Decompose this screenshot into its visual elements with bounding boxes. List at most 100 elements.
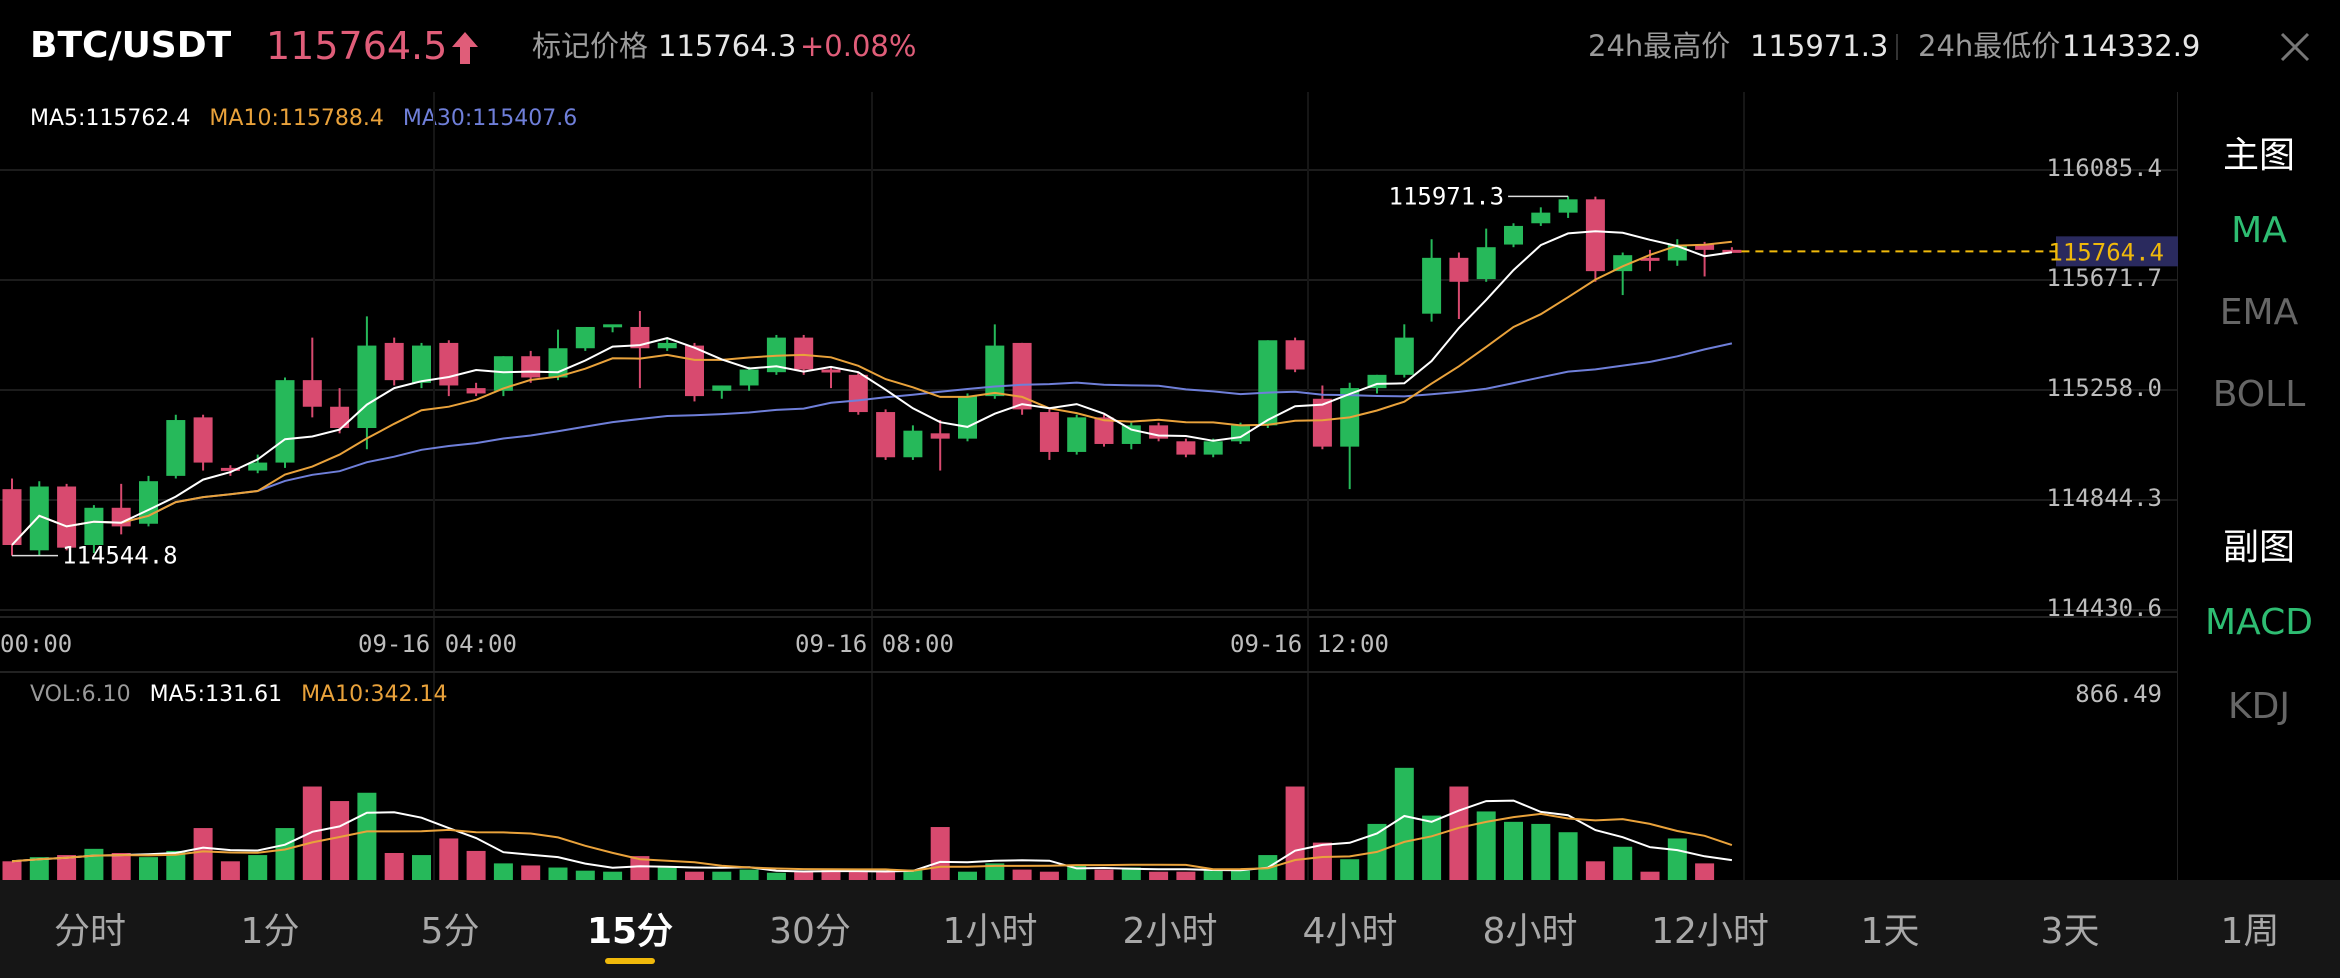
tab-5m[interactable]: 5分	[420, 911, 480, 952]
indicator-ma[interactable]: MA	[2231, 210, 2287, 251]
candle-body	[1585, 199, 1605, 272]
candle-body	[1394, 337, 1414, 375]
tab-8h[interactable]: 8小时	[1482, 911, 1578, 952]
volume-bar	[111, 852, 131, 880]
volume-bar	[220, 861, 240, 880]
mark-price-label: 标记价格	[532, 29, 649, 63]
indicator-kdj[interactable]: KDJ	[2228, 686, 2290, 727]
candle-body	[1176, 441, 1196, 455]
indicator-panel: 主图 MA EMA BOLL 副图 MACD KDJ	[2178, 92, 2340, 880]
candle-body	[1258, 340, 1278, 426]
volume-bar	[712, 871, 732, 880]
ma30-line	[11, 342, 1733, 546]
tab-4h[interactable]: 4小时	[1302, 911, 1398, 952]
candle-body	[2, 489, 22, 546]
chart-grid	[0, 92, 2178, 880]
volume-bar	[1012, 869, 1032, 880]
candle-body	[1285, 340, 1305, 370]
tab-1h[interactable]: 1小时	[942, 911, 1038, 952]
price-axis-label: 115671.7	[2046, 264, 2162, 292]
current-price-tag: 115764.4	[2048, 238, 2164, 266]
volume-bar	[1039, 871, 1059, 880]
candle-body	[794, 337, 814, 370]
price-up-arrow-icon	[452, 32, 478, 64]
volume-bar	[1476, 811, 1496, 880]
candle-body	[657, 342, 677, 349]
volume-bar	[1585, 861, 1605, 880]
time-axis-label: 09-16 08:00	[795, 630, 954, 658]
candle-body	[1640, 257, 1660, 261]
symbol-name[interactable]: BTC/USDT	[30, 25, 232, 66]
tab-1w[interactable]: 1周	[2220, 911, 2280, 952]
candlestick-chart[interactable]: 116085.4 115671.7 115258.0 114844.3 114430.6…	[0, 92, 2178, 880]
candle-body	[384, 342, 404, 381]
candles	[2, 196, 1742, 556]
tab-3d[interactable]: 3天	[2040, 911, 2100, 952]
tab-30m[interactable]: 30分	[769, 911, 851, 952]
indicator-ema[interactable]: EMA	[2219, 292, 2299, 333]
volume-bar	[630, 856, 650, 880]
volume-bar	[930, 827, 950, 880]
volume-bar	[1149, 871, 1169, 880]
volume-bar	[657, 867, 677, 880]
volume-bar	[439, 838, 459, 880]
candle-body	[302, 380, 322, 407]
volume-bar	[1504, 821, 1523, 880]
volume-ma10-line	[11, 812, 1733, 872]
volume-bar	[1531, 823, 1551, 880]
volume-bar	[193, 828, 213, 880]
price-axis-label: 114430.6	[2046, 594, 2162, 622]
tab-15m[interactable]: 15分	[586, 911, 674, 952]
close-icon[interactable]	[2278, 30, 2312, 64]
candle-body	[712, 385, 732, 391]
indicator-boll[interactable]: BOLL	[2212, 374, 2306, 415]
candle-body	[575, 326, 595, 349]
last-price: 115764.5	[266, 24, 448, 68]
ticker-header: BTC/USDT 115764.5 标记价格 115764.3 +0.08% 2…	[0, 0, 2340, 92]
candle-body	[1722, 249, 1742, 253]
volume-bar	[821, 869, 841, 880]
low-24h-label: 24h最低价	[1918, 29, 2061, 63]
volume-bar	[739, 869, 759, 880]
candle-body	[1613, 255, 1633, 272]
volume-bar	[1121, 867, 1141, 880]
volume-bar	[84, 848, 104, 880]
tab-1d[interactable]: 1天	[1860, 911, 1920, 952]
tab-2h[interactable]: 2小时	[1122, 911, 1218, 952]
tab-1m[interactable]: 1分	[240, 911, 300, 952]
tab-timeshare[interactable]: 分时	[53, 911, 126, 952]
volume-bar	[57, 855, 77, 880]
candle-body	[930, 433, 950, 439]
candle-body	[1149, 425, 1169, 439]
indicator-macd[interactable]: MACD	[2205, 602, 2313, 643]
ma30-legend: MA30:115407.6	[402, 106, 578, 131]
volume-bar	[1640, 871, 1660, 880]
candle-body	[412, 345, 431, 383]
high-marker-label: 115971.3	[1389, 182, 1505, 210]
price-axis-label: 114844.3	[2046, 484, 2162, 512]
volume-bar	[275, 828, 295, 880]
price-markers: 115764.4 115971.3 114544.8	[12, 182, 2178, 570]
candle-body	[1422, 257, 1442, 314]
volume-bar	[166, 850, 186, 880]
volume-bar	[330, 801, 350, 880]
candle-body	[1476, 247, 1496, 280]
volume-bar	[139, 857, 158, 880]
volume-bar	[903, 869, 923, 880]
candle-body	[848, 374, 868, 413]
time-axis-label: 09-16 12:00	[1230, 630, 1389, 658]
volume-bar	[603, 871, 623, 880]
candle-body	[1558, 199, 1578, 213]
tab-12h[interactable]: 12小时	[1651, 911, 1769, 952]
candle-body	[330, 406, 350, 429]
volume-bar	[384, 852, 404, 880]
ma10-legend: MA10:115788.4	[209, 106, 384, 131]
active-tab-indicator	[605, 958, 655, 964]
candle-body	[958, 396, 977, 439]
volume-bar	[248, 855, 268, 880]
candle-body	[1039, 412, 1059, 452]
volume-axis-label: 866.49	[2075, 680, 2162, 708]
vol-ma5-legend: MA5:131.61	[149, 682, 283, 707]
ma5-legend: MA5:115762.4	[30, 106, 191, 131]
axis-labels: 116085.4 115671.7 115258.0 114844.3 114430.6…	[0, 154, 2162, 708]
